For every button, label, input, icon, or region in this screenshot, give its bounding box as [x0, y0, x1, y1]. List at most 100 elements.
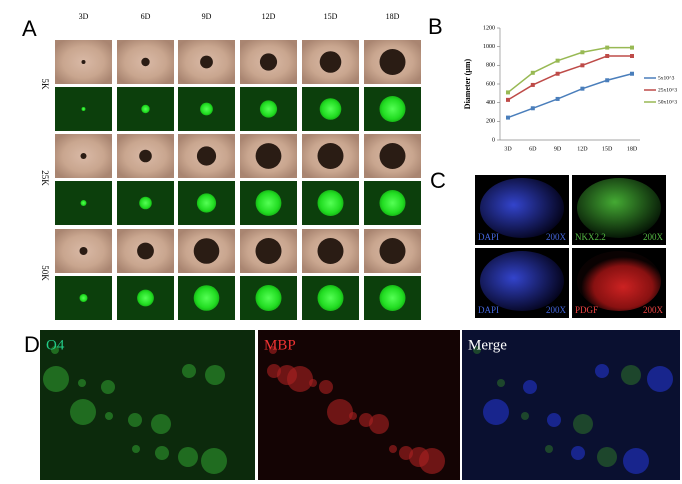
marker	[506, 90, 510, 95]
sphere-fluor	[317, 285, 344, 311]
sphere	[80, 153, 87, 159]
cell	[359, 413, 373, 427]
sphere	[255, 238, 282, 264]
sphere	[137, 242, 154, 260]
cell	[201, 448, 227, 474]
sphere	[319, 51, 342, 73]
cell	[269, 346, 277, 354]
sphere-fluor	[200, 102, 213, 116]
cell	[277, 365, 297, 385]
row-label: 50K	[40, 265, 50, 281]
magnification-label: 200X	[643, 232, 664, 242]
cell	[389, 445, 397, 453]
panel-label: D	[24, 332, 40, 357]
marker	[580, 50, 585, 55]
cell	[151, 414, 171, 434]
cell	[155, 446, 169, 460]
cell-cluster	[577, 178, 661, 238]
column-label: 3D	[79, 12, 89, 21]
sphere	[79, 247, 88, 255]
x-tick-label: 12D	[577, 146, 588, 152]
line	[507, 73, 633, 119]
legend-label: 50x10^3	[658, 99, 677, 105]
cell	[178, 447, 198, 467]
sphere	[379, 49, 406, 75]
marker	[555, 96, 560, 101]
image-label: Merge	[468, 337, 507, 353]
sphere	[196, 146, 217, 166]
cell	[573, 414, 593, 434]
panel-label: A	[22, 16, 37, 41]
y-tick-label: 0	[492, 137, 495, 143]
sphere	[193, 238, 220, 264]
y-tick-label: 800	[486, 63, 495, 69]
sphere	[255, 143, 282, 169]
panel-a: A 3D 6D 9D 12D 15D 18D 5K 25K 50K	[22, 12, 421, 320]
cell	[70, 399, 96, 425]
stain-label: NKX2.2	[575, 232, 606, 242]
marker	[630, 45, 634, 50]
column-label: 12D	[262, 12, 276, 21]
cell	[597, 447, 617, 467]
sphere	[200, 55, 213, 69]
cell	[101, 380, 115, 394]
image-label: O4	[46, 337, 65, 353]
x-tick-label: 9D	[554, 146, 562, 152]
sphere-fluor	[79, 294, 88, 302]
cell-cluster	[577, 251, 661, 311]
sphere	[317, 143, 344, 169]
sphere-fluor	[139, 196, 152, 210]
cell	[547, 413, 561, 427]
cell	[595, 364, 609, 378]
cell	[43, 366, 69, 392]
panel-d: D O4 MBP Merge	[24, 330, 680, 480]
x-tick-label: 18D	[627, 146, 638, 152]
marker	[530, 70, 535, 75]
stain-label: DAPI	[478, 305, 499, 315]
image-label: MBP	[264, 337, 296, 353]
cell	[128, 413, 142, 427]
cell	[483, 399, 509, 425]
y-tick-label: 1000	[483, 44, 495, 50]
panel-b: B Diameter (μm) 0 200 400 600 800 1000 1200 3D 6…	[428, 14, 677, 153]
marker	[555, 58, 560, 63]
cell	[132, 445, 140, 453]
marker	[605, 45, 610, 50]
panel-label: C	[430, 168, 446, 193]
cell	[369, 414, 389, 434]
y-tick-label: 400	[486, 100, 495, 106]
sphere-fluor	[141, 104, 150, 114]
column-label: 18D	[386, 12, 400, 21]
sphere-fluor	[196, 193, 217, 213]
cell-cluster	[480, 251, 564, 311]
cell	[267, 364, 281, 378]
line	[507, 55, 632, 101]
sphere-fluor	[193, 285, 220, 311]
sphere-fluor	[80, 200, 87, 206]
sphere	[379, 143, 406, 169]
sphere	[379, 238, 406, 264]
x-tick-label: 3D	[504, 146, 512, 152]
cell-cluster	[480, 178, 564, 238]
sphere	[141, 57, 150, 67]
marker	[630, 54, 634, 58]
row-label: 5K	[40, 79, 50, 91]
cell	[473, 346, 481, 354]
marker	[530, 82, 535, 87]
cell	[647, 366, 673, 392]
marker	[605, 54, 610, 58]
line	[507, 46, 632, 93]
cell	[205, 365, 225, 385]
legend-label: 25x10^3	[658, 87, 677, 93]
marker	[580, 86, 585, 91]
cell	[182, 364, 196, 378]
cell	[399, 446, 413, 460]
marker	[605, 78, 610, 83]
y-tick-label: 1200	[483, 25, 495, 31]
magnification-label: 200X	[643, 305, 664, 315]
sphere	[139, 149, 152, 163]
y-tick-label: 200	[486, 119, 495, 125]
magnification-label: 200X	[546, 305, 567, 315]
cell	[621, 365, 641, 385]
